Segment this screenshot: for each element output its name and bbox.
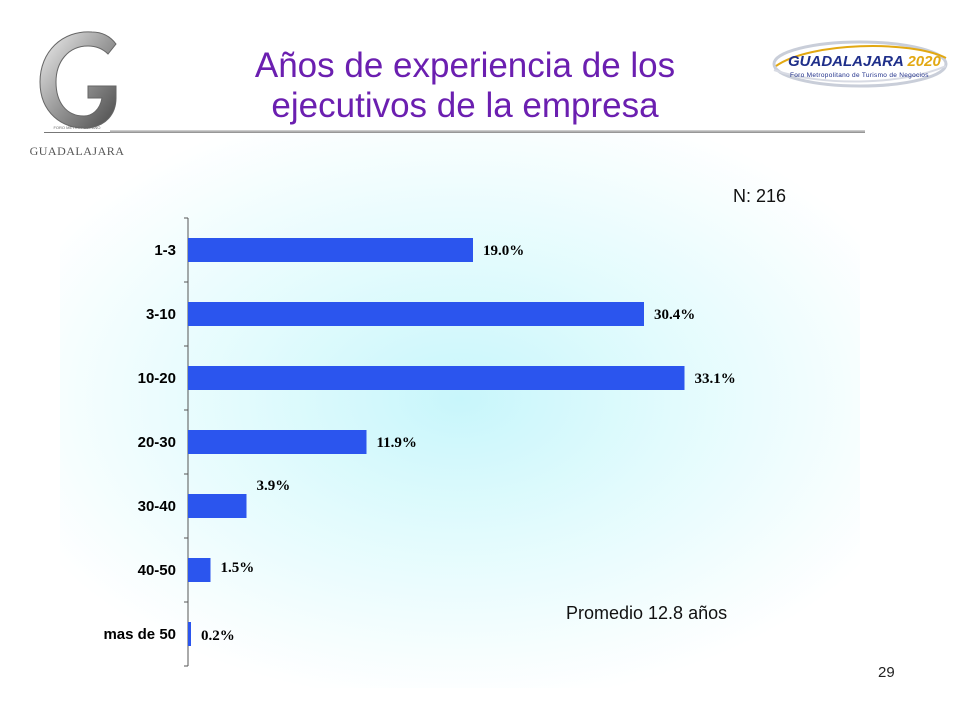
data-label: 3.9% [257, 478, 291, 494]
bar [188, 430, 367, 454]
bar [188, 558, 211, 582]
bar [188, 494, 247, 518]
sample-size-label: N: 216 [733, 186, 787, 206]
average-note: Promedio 12.8 años [566, 603, 728, 623]
guadalajara-2020-text: GUADALAJARA 2020 [788, 53, 941, 70]
category-label: 1-3 [154, 242, 176, 259]
data-label: 19.0% [483, 243, 524, 259]
title-line-1: Años de experiencia de los [254, 46, 676, 85]
data-label: 33.1% [695, 371, 736, 387]
title-line-2: ejecutivos de la empresa [271, 86, 659, 125]
svg-text:FORO METROPOLITANO: FORO METROPOLITANO [53, 125, 100, 130]
chart-background [60, 132, 860, 688]
guadalajara-2020-tagline: Foro Metropolitano de Turismo de Negocio… [790, 72, 929, 79]
guadalajara-logo: FORO METROPOLITANO GUADALAJARA [22, 24, 132, 159]
category-label: mas de 50 [103, 626, 176, 643]
bar [188, 366, 685, 390]
data-label: 1.5% [221, 560, 255, 576]
guadalajara-logo-text: GUADALAJARA [29, 144, 125, 158]
guadalajara-emblem-icon: FORO METROPOLITANO [39, 31, 117, 133]
data-label: 30.4% [654, 307, 695, 323]
category-label: 40-50 [138, 562, 176, 579]
bar [188, 302, 644, 326]
page-title: Años de experiencia de los ejecutivos de… [150, 46, 780, 126]
guadalajara-2020-logo: GUADALAJARA 2020 Foro Metropolitano de T… [770, 36, 950, 92]
bar [188, 622, 191, 646]
category-label: 10-20 [138, 370, 176, 387]
page-number: 29 [878, 664, 895, 681]
category-label: 3-10 [146, 306, 176, 323]
guadalajara-2020-swoosh-icon [772, 40, 948, 88]
category-label: 20-30 [138, 434, 176, 451]
data-label: 11.9% [377, 435, 417, 451]
bar [188, 238, 473, 262]
data-label: 0.2% [201, 628, 235, 644]
title-underline [110, 130, 865, 133]
category-label: 30-40 [138, 498, 176, 515]
